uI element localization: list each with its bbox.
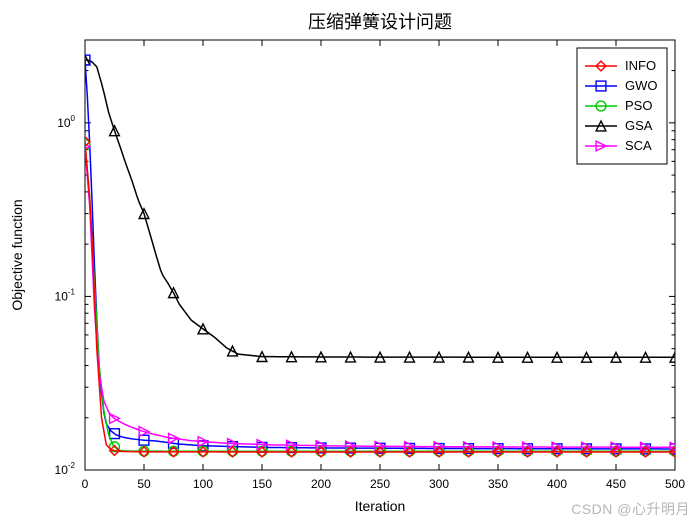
legend-label: SCA (625, 138, 652, 153)
xtick-label: 300 (429, 477, 449, 491)
y-axis-label: Objective function (9, 199, 25, 310)
chart-container: 05010015020025030035040045050010-210-110… (0, 0, 700, 525)
chart-svg: 05010015020025030035040045050010-210-110… (0, 0, 700, 525)
xtick-label: 150 (252, 477, 272, 491)
legend-label: PSO (625, 98, 652, 113)
chart-title: 压缩弹簧设计问题 (308, 12, 452, 32)
legend-label: GWO (625, 78, 658, 93)
xtick-label: 250 (370, 477, 390, 491)
xtick-label: 200 (311, 477, 331, 491)
xtick-label: 0 (82, 477, 89, 491)
xtick-label: 450 (606, 477, 626, 491)
legend-label: INFO (625, 58, 656, 73)
legend-label: GSA (625, 118, 653, 133)
xtick-label: 350 (488, 477, 508, 491)
xtick-label: 400 (547, 477, 567, 491)
xtick-label: 100 (193, 477, 213, 491)
xtick-label: 50 (137, 477, 151, 491)
legend: INFO GWO PSO GSA SCA (577, 48, 667, 164)
x-axis-label: Iteration (355, 498, 406, 514)
xtick-label: 500 (665, 477, 685, 491)
